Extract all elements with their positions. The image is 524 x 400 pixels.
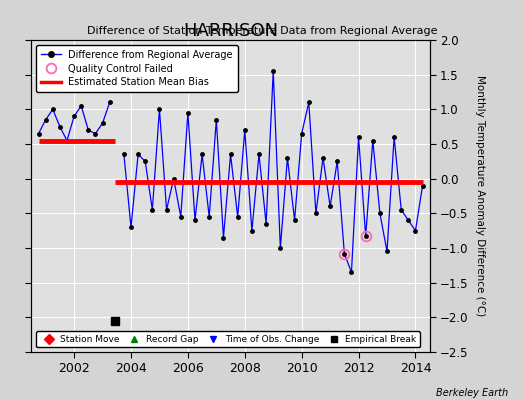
Y-axis label: Monthly Temperature Anomaly Difference (°C): Monthly Temperature Anomaly Difference (… xyxy=(475,75,485,317)
Legend: Station Move, Record Gap, Time of Obs. Change, Empirical Break: Station Move, Record Gap, Time of Obs. C… xyxy=(36,331,420,348)
Title: HARRISON: HARRISON xyxy=(183,22,278,40)
Text: Berkeley Earth: Berkeley Earth xyxy=(436,388,508,398)
Text: Difference of Station Temperature Data from Regional Average: Difference of Station Temperature Data f… xyxy=(87,26,437,36)
